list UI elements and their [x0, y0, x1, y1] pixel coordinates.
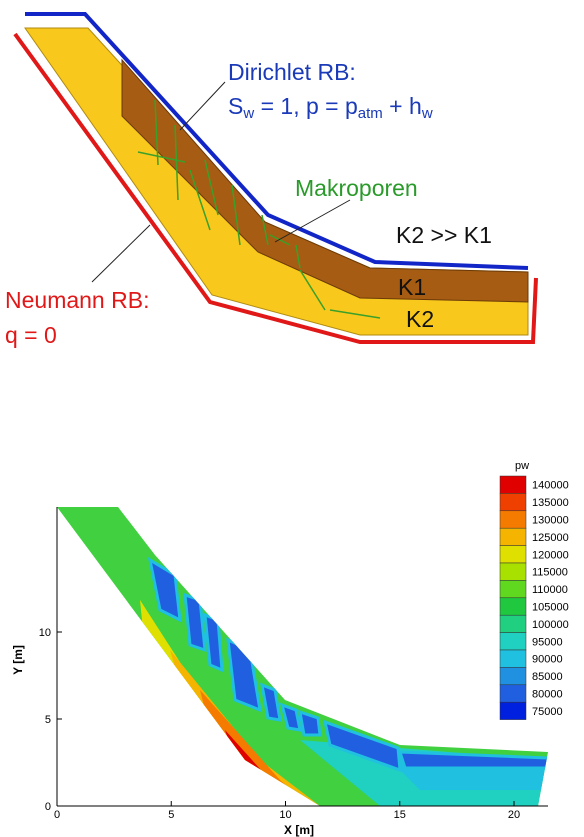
neumann-title: Neumann RB: — [5, 287, 149, 313]
colorbar-swatch — [500, 476, 526, 493]
layer-label: K1 — [398, 274, 426, 300]
leader-line — [180, 82, 225, 130]
colorbar-label: 75000 — [532, 706, 563, 718]
y-axis-label: Y [m] — [11, 645, 25, 675]
colorbar-label: 95000 — [532, 636, 563, 648]
colorbar-label: 85000 — [532, 671, 563, 683]
x-tick-label: 5 — [168, 809, 174, 821]
colorbar-swatch — [500, 493, 526, 510]
page: Dirichlet RB: Sw = 1, p = patm + hw Makr… — [0, 0, 584, 837]
neumann-formula: q = 0 — [5, 322, 57, 348]
formula-part: = 1, p = p — [254, 93, 358, 119]
colorbar-label: 125000 — [532, 532, 569, 544]
colorbar-label: 140000 — [532, 480, 569, 492]
slope-diagram: Dirichlet RB: Sw = 1, p = patm + hw Makr… — [5, 14, 536, 348]
colorbar-swatch — [500, 598, 526, 615]
y-tick-label: 5 — [45, 714, 51, 726]
colorbar-title: pw — [515, 460, 529, 472]
colorbar-swatch — [500, 702, 526, 719]
colorbar-label: 110000 — [532, 584, 568, 596]
x-axis-label: X [m] — [284, 823, 314, 837]
dirichlet-title: Dirichlet RB: — [228, 59, 356, 85]
colorbar-label: 105000 — [532, 602, 569, 614]
x-tick-label: 10 — [279, 809, 291, 821]
formula-part: S — [228, 93, 243, 119]
formula-part: + h — [383, 93, 422, 119]
colorbar-swatch — [500, 528, 526, 545]
colorbar-swatch — [500, 580, 526, 597]
colorbar-swatch — [500, 685, 526, 702]
dirichlet-formula: Sw = 1, p = patm + hw — [228, 93, 433, 122]
x-tick-label: 0 — [54, 809, 60, 821]
colorbar-swatch — [500, 563, 526, 580]
relation-label: K2 >> K1 — [396, 222, 492, 248]
contour-field — [50, 500, 560, 820]
colorbar-swatch — [500, 511, 526, 528]
colorbar-swatch — [500, 650, 526, 667]
layer-label: K2 — [406, 306, 434, 332]
colorbar-swatch — [500, 667, 526, 684]
colorbar-label: 100000 — [532, 619, 569, 631]
colorbar-swatch — [500, 615, 526, 632]
figure: Dirichlet RB: Sw = 1, p = patm + hw Makr… — [0, 0, 584, 837]
colorbar-label: 120000 — [532, 549, 569, 561]
colorbar-swatch — [500, 633, 526, 650]
x-tick-label: 20 — [508, 809, 520, 821]
x-tick-label: 15 — [394, 809, 406, 821]
y-tick-label: 0 — [45, 801, 51, 813]
formula-part: w — [242, 105, 254, 122]
leader-line — [92, 225, 150, 282]
y-tick-label: 10 — [39, 627, 51, 639]
colorbar-label: 90000 — [532, 654, 563, 666]
formula-part: w — [421, 105, 433, 122]
colorbar-label: 80000 — [532, 689, 563, 701]
formula-part: atm — [358, 105, 383, 122]
macropores-label: Makroporen — [295, 175, 418, 201]
colorbar-label: 115000 — [532, 567, 568, 579]
colorbar-label: 130000 — [532, 515, 569, 527]
colorbar-swatch — [500, 546, 526, 563]
colorbar-label: 135000 — [532, 497, 569, 509]
